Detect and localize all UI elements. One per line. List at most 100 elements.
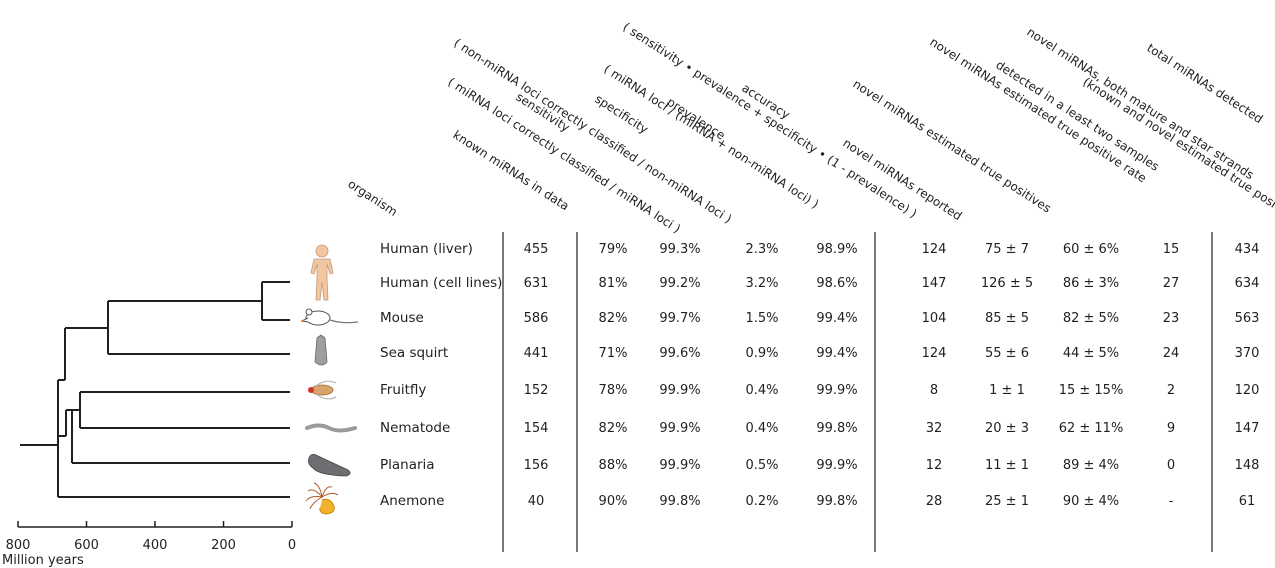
cell-novel_tp: 85 ± 5 [985,311,1029,326]
table-row: Mouse 586 82% 99.7% 1.5% 99.4% 104 85 ± 5 82 ± 5… [380,310,1259,326]
cell-novel_both: 9 [1167,421,1175,436]
cell-specificity: 99.9% [659,421,700,436]
organism-name: Nematode [380,420,450,436]
cell-known: 40 [528,494,545,509]
data-table: Human (liver) 455 79% 99.3% 2.3% 98.9% 124 75 ±… [380,241,1259,509]
organism-name: Mouse [380,310,424,326]
organism-name: Fruitfly [380,382,426,398]
cell-known: 154 [524,421,549,436]
cell-novel_both: 27 [1163,276,1180,291]
cell-novel_tpr: 62 ± 11% [1059,421,1124,436]
cell-novel_both: 24 [1163,346,1180,361]
axis-tick-label: 600 [74,538,99,553]
mouse-icon [300,308,359,326]
cell-specificity: 99.7% [659,311,700,326]
anemone-icon [305,482,339,515]
cell-sensitivity: 82% [599,421,628,436]
cell-known: 455 [524,242,549,257]
organism-name: Human (liver) [380,241,473,257]
cell-novel_tpr: 89 ± 4% [1063,458,1119,473]
cell-sensitivity: 79% [599,242,628,257]
organism-name: Planaria [380,457,435,473]
cell-known: 156 [524,458,549,473]
cell-novel_reported: 124 [922,242,947,257]
table-row: Fruitfly 152 78% 99.9% 0.4% 99.9% 8 1 ± 1 15 ± 1… [380,382,1259,398]
cell-novel_reported: 104 [922,311,947,326]
cell-specificity: 99.6% [659,346,700,361]
cell-total: 434 [1235,242,1260,257]
cell-prevalence: 0.5% [745,458,778,473]
cell-sensitivity: 78% [599,383,628,398]
cell-novel_tpr: 60 ± 6% [1063,242,1119,257]
cell-prevalence: 0.9% [745,346,778,361]
planaria-icon [308,454,351,477]
cell-novel_reported: 32 [926,421,943,436]
cell-accuracy: 99.9% [816,383,857,398]
cell-total: 120 [1235,383,1260,398]
cell-novel_tpr: 86 ± 3% [1063,276,1119,291]
cell-known: 631 [524,276,549,291]
cell-sensitivity: 82% [599,311,628,326]
cell-prevalence: 0.4% [745,383,778,398]
cell-total: 370 [1235,346,1260,361]
cell-novel_both: 0 [1167,458,1175,473]
cell-novel_both: - [1169,494,1174,509]
cell-novel_tpr: 90 ± 4% [1063,494,1119,509]
cell-sensitivity: 81% [599,276,628,291]
cell-sensitivity: 71% [599,346,628,361]
time-axis: 800 600 400 200 0 Million years [2,521,296,568]
cell-accuracy: 98.9% [816,242,857,257]
cell-novel_reported: 147 [922,276,947,291]
phylogenetic-tree [20,281,290,498]
cell-novel_both: 23 [1163,311,1180,326]
cell-novel_tp: 1 ± 1 [989,383,1025,398]
cell-novel_tp: 25 ± 1 [985,494,1029,509]
axis-tick-label: 400 [143,538,168,553]
cell-specificity: 99.9% [659,383,700,398]
axis-tick-label: 0 [288,538,296,553]
cell-prevalence: 1.5% [745,311,778,326]
cell-novel_reported: 12 [926,458,943,473]
cell-prevalence: 0.2% [745,494,778,509]
cell-known: 152 [524,383,549,398]
cell-total: 148 [1235,458,1260,473]
table-row: Anemone 40 90% 99.8% 0.2% 99.8% 28 25 ± 1 90 ± 4… [380,493,1255,509]
cell-known: 441 [524,346,549,361]
cell-accuracy: 99.4% [816,311,857,326]
cell-accuracy: 99.4% [816,346,857,361]
cell-specificity: 99.9% [659,458,700,473]
fruitfly-icon [308,380,337,400]
cell-specificity: 99.8% [659,494,700,509]
cell-known: 586 [524,311,549,326]
cell-total: 634 [1235,276,1260,291]
organism-name: Anemone [380,493,444,509]
header-accuracy-line: ( sensitivity • prevalence + specificity… [620,20,919,221]
axis-tick-label: 200 [211,538,236,553]
axis-label: Million years [2,553,84,568]
header-novel_tpr-line: novel miRNAs estimated true positive rat… [927,35,1149,186]
cell-specificity: 99.3% [659,242,700,257]
table-row: Human (liver) 455 79% 99.3% 2.3% 98.9% 124 75 ±… [380,241,1259,257]
axis-tick-label: 800 [6,538,31,553]
cell-novel_tp: 75 ± 7 [985,242,1029,257]
cell-novel_tpr: 15 ± 15% [1059,383,1124,398]
cell-novel_both: 2 [1167,383,1175,398]
cell-novel_tp: 55 ± 6 [985,346,1029,361]
cell-novel_tpr: 82 ± 5% [1063,311,1119,326]
table-row: Planaria 156 88% 99.9% 0.5% 99.9% 12 11 ± 1 89 ±… [380,457,1259,473]
cell-novel_tp: 126 ± 5 [981,276,1033,291]
cell-total: 563 [1235,311,1260,326]
cell-novel_reported: 124 [922,346,947,361]
header-organism-line: organism [345,177,400,219]
cell-accuracy: 98.6% [816,276,857,291]
cell-accuracy: 99.8% [816,421,857,436]
cell-prevalence: 2.3% [745,242,778,257]
cell-accuracy: 99.9% [816,458,857,473]
organism-name: Human (cell lines) [380,275,502,291]
cell-prevalence: 0.4% [745,421,778,436]
cell-novel_reported: 8 [930,383,938,398]
human-icon [310,244,334,301]
cell-novel_reported: 28 [926,494,943,509]
cell-novel_tp: 11 ± 1 [985,458,1029,473]
